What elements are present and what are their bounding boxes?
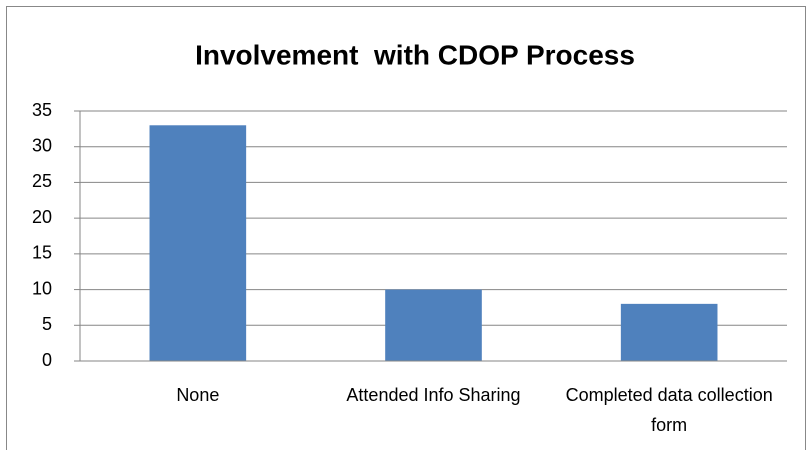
x-tick-label: Completed data collection form: [565, 385, 773, 435]
y-tick-label: 35: [32, 100, 52, 120]
y-tick-label: 25: [32, 171, 52, 191]
y-tick-label: 20: [32, 207, 52, 227]
bar: [149, 125, 247, 362]
x-tick-label: None: [176, 385, 220, 405]
chart-border: [6, 6, 806, 450]
y-tick-label: 15: [32, 243, 52, 263]
bar: [385, 289, 482, 361]
x-tick-label: Attended Info Sharing: [346, 385, 521, 405]
y-tick-label: 30: [32, 135, 52, 155]
y-tick-label: 0: [42, 350, 52, 370]
y-tick-label: 5: [42, 314, 52, 334]
y-tick-label: 10: [32, 278, 52, 298]
bar: [620, 303, 718, 361]
chart-title: Involvement with CDOP Process: [195, 39, 635, 70]
